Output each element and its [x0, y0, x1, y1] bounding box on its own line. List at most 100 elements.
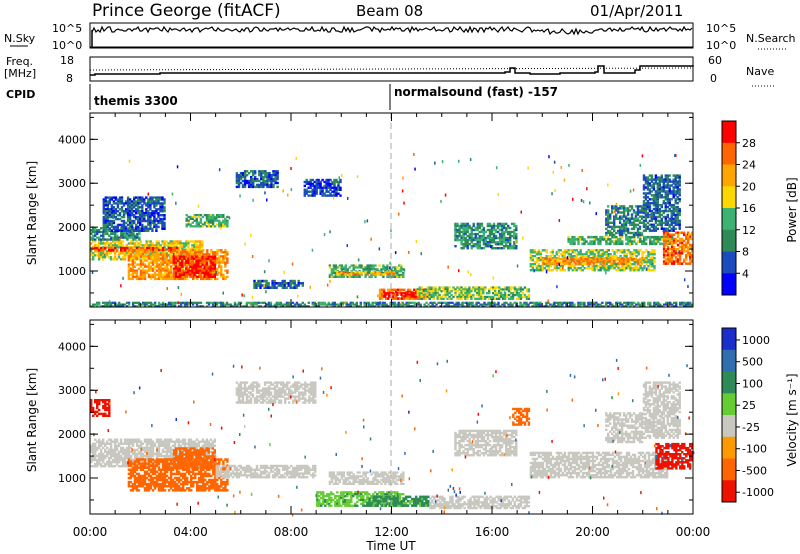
- power-cell: [253, 284, 256, 287]
- power-cell: [490, 286, 493, 289]
- power-cell: [678, 241, 682, 245]
- power-cell: [226, 259, 229, 262]
- power-cell: [207, 265, 210, 268]
- power-cell: [626, 229, 630, 233]
- power-cell: [163, 267, 167, 270]
- power-cell: [573, 251, 576, 254]
- power-cell: [617, 238, 620, 241]
- power-cell: [211, 269, 214, 272]
- power-cell: [579, 267, 582, 270]
- power-cell: [628, 205, 632, 208]
- power-cell: [628, 223, 632, 226]
- power-cell: [678, 174, 681, 177]
- power-cell: [149, 198, 152, 201]
- power-cell: [531, 263, 535, 266]
- power-cell: [656, 182, 659, 185]
- power-cell: [380, 290, 384, 294]
- power-cell: [467, 305, 470, 308]
- power-cell: [333, 305, 336, 308]
- power-cell: [283, 303, 287, 306]
- power-cell: [563, 255, 566, 258]
- power-cell: [124, 249, 127, 252]
- power-cell: [131, 273, 135, 276]
- power-cell: [551, 269, 554, 272]
- power-cell: [218, 263, 221, 266]
- power-cell: [616, 257, 619, 261]
- power-cell: [476, 245, 479, 248]
- power-cell: [678, 254, 682, 257]
- power-cell: [581, 253, 584, 256]
- power-cell: [634, 213, 638, 216]
- power-cell: [122, 236, 125, 239]
- power-cell: [201, 259, 204, 262]
- power-cell: [105, 242, 109, 245]
- power-cell: [670, 241, 674, 245]
- power-cell: [421, 288, 424, 292]
- power-cell: [102, 305, 105, 308]
- power-cell: [251, 301, 255, 304]
- power-cell: [492, 286, 495, 289]
- power-cell: [440, 290, 443, 293]
- power-cell: [581, 255, 584, 258]
- power-cell: [174, 267, 178, 270]
- power-cell: [654, 207, 658, 211]
- power-cell: [97, 242, 101, 245]
- power-cell: [378, 264, 381, 267]
- power-cell: [191, 301, 195, 304]
- power-cell: [605, 255, 608, 258]
- power-cell: [363, 303, 366, 306]
- power-cell: [358, 266, 361, 269]
- power-cell: [631, 263, 634, 266]
- power-cell: [141, 210, 144, 213]
- power-cell: [642, 178, 646, 181]
- power-cell: [626, 217, 630, 220]
- power-cell: [123, 252, 127, 255]
- power-cell: [272, 174, 275, 177]
- power-cell: [597, 242, 600, 246]
- power-cell: [175, 251, 179, 254]
- power-cell: [133, 269, 137, 272]
- power-cell: [499, 288, 503, 291]
- power-cell: [535, 253, 539, 256]
- power-cell: [601, 235, 604, 239]
- power-cell: [500, 243, 504, 246]
- power-cell: [124, 227, 128, 230]
- power-cell: [235, 174, 239, 177]
- power-cell: [124, 232, 127, 236]
- power-cell: [92, 252, 95, 255]
- power-cell: [98, 230, 101, 234]
- power-cell: [480, 292, 483, 295]
- power-cell: [553, 255, 556, 258]
- power-cell: [141, 225, 144, 229]
- power-cell: [303, 305, 306, 308]
- power-cell: [454, 292, 457, 295]
- power-cell: [126, 219, 130, 223]
- power-cell: [547, 267, 550, 270]
- power-cell: [408, 292, 411, 295]
- power-cell: [360, 273, 363, 276]
- power-cell: [281, 282, 284, 285]
- power-cell: [395, 297, 398, 300]
- power-cell: [289, 279, 292, 283]
- power-cell: [642, 223, 646, 226]
- power-cell: [427, 290, 430, 294]
- power-cell: [664, 241, 668, 245]
- power-cell: [323, 186, 326, 189]
- power-cell: [642, 204, 646, 207]
- power-cell: [204, 277, 207, 281]
- power-cell: [579, 253, 582, 256]
- power-cell: [339, 180, 342, 184]
- power-cell: [407, 303, 410, 306]
- power-cell: [262, 183, 265, 187]
- power-cell: [104, 223, 107, 227]
- power-cell: [551, 251, 554, 254]
- power-cell: [262, 185, 265, 189]
- power-cell: [222, 255, 225, 258]
- power-cell: [179, 301, 183, 304]
- power-cell: [151, 219, 154, 223]
- power-cell: [153, 244, 156, 247]
- power-cell: [121, 256, 125, 259]
- power-cell: [175, 244, 178, 247]
- power-cell: [114, 230, 117, 234]
- power-cell: [531, 251, 535, 254]
